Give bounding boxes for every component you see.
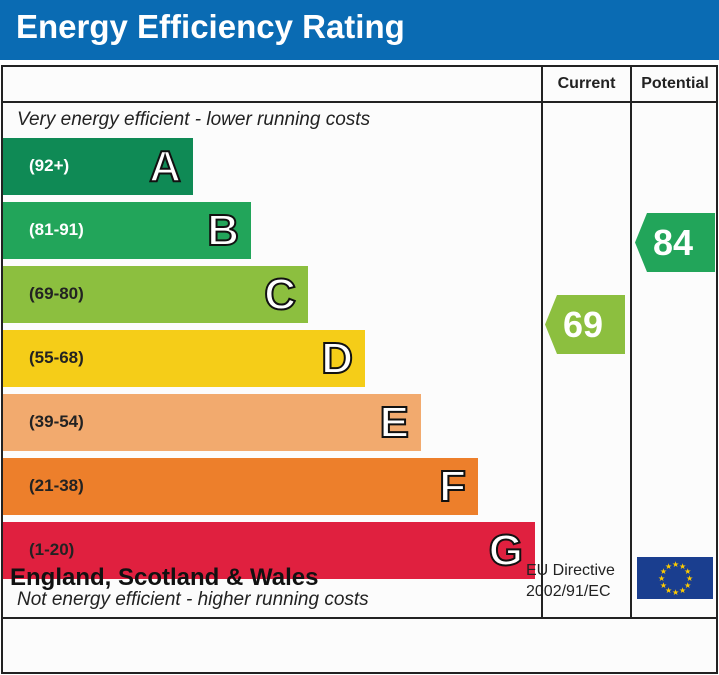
star-icon: ★: [665, 586, 672, 595]
band-d: (55-68) D: [3, 330, 365, 387]
band-range: (1-20): [29, 540, 75, 559]
band-letter: E: [379, 397, 410, 448]
star-icon: ★: [679, 562, 686, 571]
divider: [3, 617, 718, 619]
band-range: (81-91): [29, 220, 84, 239]
current-header: Current: [557, 75, 616, 92]
band-a: (92+) A: [3, 138, 193, 195]
potential-rating-value: 84: [653, 222, 694, 263]
eu-directive: EU Directive 2002/91/EC: [526, 560, 615, 602]
title-bar: Energy Efficiency Rating: [0, 0, 719, 60]
star-icon: ★: [658, 574, 665, 583]
star-icon: ★: [684, 567, 691, 576]
bottom-caption: Not energy efficient - higher running co…: [17, 589, 369, 610]
band-range: (55-68): [29, 348, 84, 367]
band-g: (1-20) G: [3, 522, 535, 579]
band-f: (21-38) F: [3, 458, 478, 515]
divider: [541, 67, 543, 618]
band-e: (39-54) E: [3, 394, 421, 451]
title: Energy Efficiency Rating: [16, 8, 405, 45]
star-icon: ★: [672, 560, 679, 569]
divider: [3, 101, 718, 103]
directive-line2: 2002/91/EC: [526, 583, 611, 600]
star-icon: ★: [679, 586, 686, 595]
directive-line1: EU Directive: [526, 562, 615, 579]
band-range: (92+): [29, 156, 70, 175]
rating-table: Current Potential Very energy efficient …: [1, 65, 718, 674]
top-caption: Very energy efficient - lower running co…: [17, 109, 371, 130]
potential-rating-arrow: 84: [635, 213, 715, 272]
star-icon: ★: [660, 581, 667, 590]
band-c: (69-80) C: [3, 266, 308, 323]
band-letter: B: [206, 205, 240, 256]
band-letter: G: [488, 525, 524, 576]
band-letter: D: [320, 333, 354, 384]
region-label: England, Scotland & Wales: [10, 564, 319, 591]
band-range: (39-54): [29, 412, 84, 431]
band-letter: C: [263, 269, 297, 320]
current-rating-value: 69: [563, 304, 604, 345]
eu-flag-icon: ★ ★ ★ ★ ★ ★ ★ ★ ★ ★ ★ ★: [637, 557, 713, 599]
band-b: (81-91) B: [3, 202, 251, 259]
band-range: (69-80): [29, 284, 84, 303]
band-range: (21-38): [29, 476, 84, 495]
divider: [630, 67, 632, 618]
current-rating-arrow: 69: [545, 295, 625, 354]
star-icon: ★: [665, 562, 672, 571]
band-letter: A: [148, 141, 182, 192]
star-icon: ★: [686, 574, 693, 583]
potential-header: Potential: [641, 75, 709, 92]
star-icon: ★: [684, 581, 691, 590]
band-letter: F: [438, 461, 467, 512]
star-icon: ★: [672, 588, 679, 597]
star-icon: ★: [660, 567, 667, 576]
